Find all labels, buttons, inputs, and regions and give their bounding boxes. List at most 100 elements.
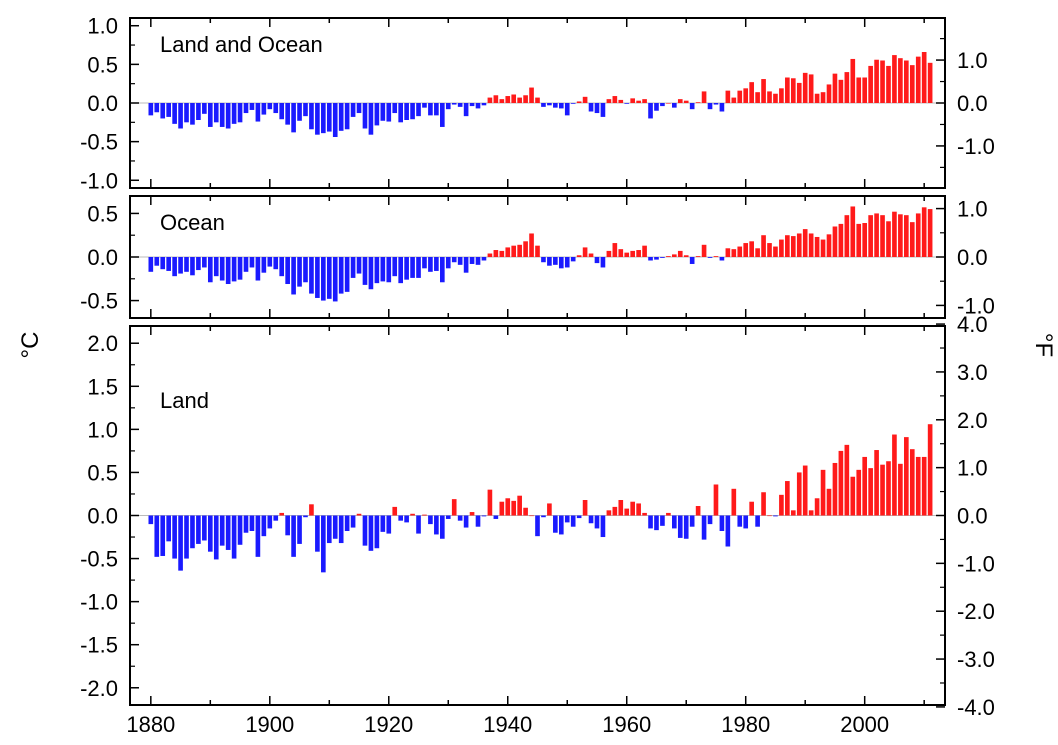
bar-1949 [558,103,564,109]
bar-1895 [237,103,243,123]
bar-1971 [689,257,695,264]
bar-1885 [178,103,183,129]
bar-1919 [380,103,386,121]
bar-2003 [880,60,885,103]
bar-1992 [814,93,820,103]
bar-1927 [428,515,433,525]
bar-1971 [689,103,695,110]
right-y-tick-label: 1.0 [957,197,988,222]
bar-1972 [695,102,701,103]
bar-2007 [904,215,909,257]
bar-1920 [386,515,392,534]
left-y-tick-label: -2.0 [80,676,118,701]
bar-1888 [196,103,201,120]
bar-1961 [630,250,635,257]
bar-1910 [326,103,332,132]
bar-1949 [558,257,564,269]
bar-1913 [344,257,350,292]
bar-1998 [850,58,856,103]
bar-1977 [725,90,731,103]
bar-1984 [767,91,772,103]
bar-1938 [493,95,499,103]
bar-1905 [297,103,302,121]
bar-1888 [196,515,201,544]
left-y-tick-label: -0.5 [80,130,118,155]
bar-1968 [672,254,677,257]
bar-1921 [392,257,398,277]
bar-1990 [802,229,808,257]
bar-1883 [166,257,171,271]
bar-1891 [213,103,219,123]
bar-1950 [564,103,570,116]
bar-1948 [553,257,558,265]
bar-1993 [820,239,826,257]
left-y-tick-label: 0.5 [87,460,118,485]
bar-1985 [773,246,778,257]
bar-1957 [606,510,612,516]
bar-1929 [440,103,445,127]
bar-1995 [832,462,838,516]
bar-1986 [779,239,784,257]
right-axis-unit-label: °F [1030,333,1057,357]
bar-2002 [874,59,879,103]
bar-1911 [332,257,338,302]
bar-1924 [410,513,415,516]
right-y-tick-label: -1.0 [957,134,995,159]
bar-1995 [832,73,838,103]
bar-1894 [231,103,237,124]
bar-1987 [785,77,790,103]
right-y-tick-label: 1.0 [957,456,988,481]
bar-1918 [374,103,380,126]
bar-1899 [261,257,267,273]
bar-1940 [505,498,511,516]
bar-1982 [755,515,760,527]
bar-1951 [570,515,576,527]
bar-1925 [416,515,421,534]
right-y-tick-label: 0.0 [957,504,988,529]
bar-1997 [844,444,850,516]
bar-1908 [315,103,320,135]
bar-1895 [237,515,243,545]
bar-1884 [172,257,177,277]
bar-1975 [713,256,719,257]
bar-1966 [660,515,665,526]
bar-1937 [487,253,493,257]
bar-1898 [255,257,261,281]
bar-1922 [398,257,403,284]
bar-1957 [606,99,612,103]
bar-1953 [582,96,588,103]
bar-1892 [219,103,225,127]
bar-1976 [719,257,725,261]
right-y-tick-label: 1.0 [957,48,988,73]
bar-1942 [517,244,522,257]
bar-1946 [541,257,546,263]
bar-1944 [529,515,534,517]
bar-1934 [469,512,475,516]
bar-1995 [832,226,838,257]
bar-1957 [606,250,612,257]
bar-1929 [440,257,445,283]
bar-2011 [927,424,933,516]
bar-1940 [505,247,511,257]
bar-1946 [541,103,546,107]
left-y-tick-label: 1.0 [87,14,118,39]
bar-1901 [273,257,279,270]
bar-1958 [612,506,618,516]
bar-2011 [927,209,933,257]
bar-1897 [249,103,255,110]
bar-1897 [249,257,255,268]
bar-1947 [547,257,552,266]
bar-1926 [422,257,427,269]
bar-1973 [701,515,707,540]
left-y-tick-label: -1.5 [80,633,118,658]
bar-1933 [463,103,469,117]
bar-1947 [547,503,552,516]
bar-1912 [338,515,344,544]
bar-1942 [517,97,522,103]
bar-1954 [588,253,594,257]
bar-1916 [362,103,368,129]
bar-1925 [416,257,421,278]
bar-2002 [874,213,879,257]
bar-1956 [600,103,606,117]
bar-1947 [547,103,552,106]
